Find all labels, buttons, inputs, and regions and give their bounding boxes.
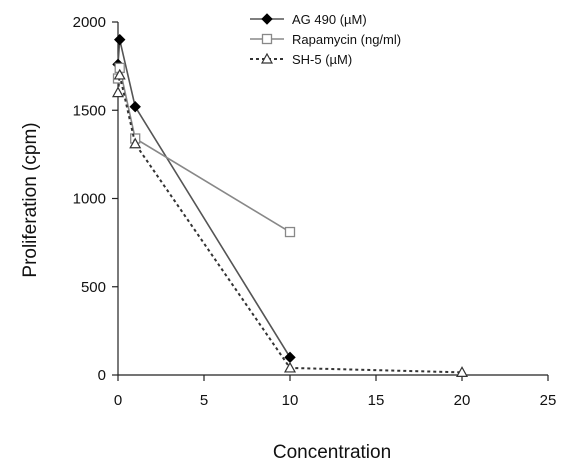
y-tick-label: 2000 bbox=[73, 14, 106, 31]
axes: 0 500 1000 1500 2000 0 5 10 15 20 25 bbox=[73, 14, 557, 409]
x-tick-label: 5 bbox=[200, 392, 208, 409]
series-line bbox=[117, 67, 291, 233]
data-point bbox=[113, 68, 126, 80]
series-layer bbox=[111, 33, 469, 377]
legend-marker bbox=[261, 33, 273, 45]
legend-label: SH-5 (µM) bbox=[292, 52, 352, 67]
series-1 bbox=[112, 33, 296, 364]
data-point bbox=[129, 137, 142, 149]
legend-marker bbox=[260, 52, 274, 64]
y-tick-label: 0 bbox=[98, 367, 106, 384]
legend-item: SH-5 (µM) bbox=[250, 52, 352, 67]
x-tick-label: 20 bbox=[454, 392, 471, 409]
legend-item: Rapamycin (ng/ml) bbox=[250, 32, 401, 47]
series-3 bbox=[111, 68, 469, 377]
y-tick-label: 1000 bbox=[73, 191, 106, 208]
x-tick-label: 15 bbox=[368, 392, 385, 409]
x-tick-label: 10 bbox=[282, 392, 299, 409]
y-axis-title: Proliferation (cpm) bbox=[20, 122, 41, 277]
x-axis-title: Concentration bbox=[273, 442, 391, 463]
y-tick-label: 500 bbox=[81, 279, 106, 296]
data-point bbox=[111, 86, 125, 98]
x-tick-label: 0 bbox=[114, 392, 122, 409]
legend-label: AG 490 (µM) bbox=[292, 12, 367, 27]
legend-item: AG 490 (µM) bbox=[250, 12, 367, 27]
legend-marker bbox=[261, 13, 273, 25]
data-point bbox=[114, 33, 126, 46]
series-line bbox=[117, 39, 291, 358]
data-point bbox=[283, 361, 297, 373]
series-line bbox=[117, 74, 463, 374]
data-point bbox=[284, 226, 296, 238]
data-point bbox=[455, 366, 469, 377]
data-point bbox=[129, 101, 141, 113]
legend: AG 490 (µM) Rapamycin (ng/ml) SH-5 (µM) bbox=[250, 12, 401, 67]
y-tick-label: 1500 bbox=[73, 102, 106, 119]
x-tick-label: 25 bbox=[540, 392, 557, 409]
data-point bbox=[284, 351, 296, 364]
legend-label: Rapamycin (ng/ml) bbox=[292, 32, 401, 47]
